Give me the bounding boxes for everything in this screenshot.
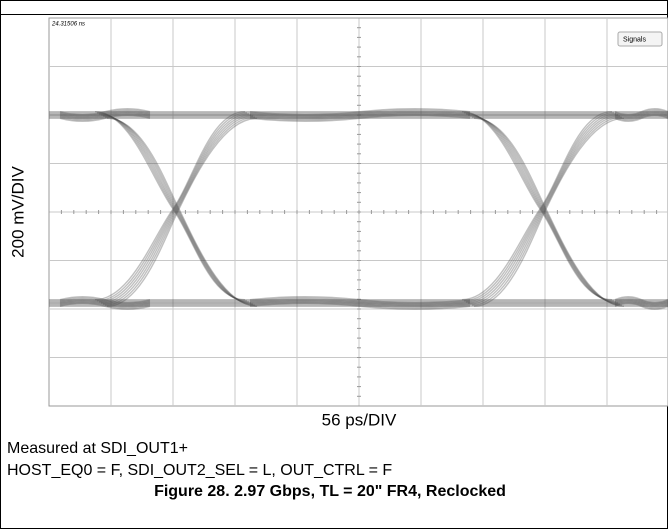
- caption: Figure 28. 2.97 Gbps, TL = 20" FR4, Recl…: [154, 483, 506, 500]
- x-axis-label: 56 ps/DIV: [322, 410, 397, 429]
- figure: 24.31506 ns Signals 200 mV/DIV 56 ps/DIV…: [0, 0, 668, 529]
- menu-button[interactable]: Signals: [618, 32, 662, 46]
- button-label[interactable]: Signals: [623, 36, 646, 43]
- plot-area: [49, 18, 668, 406]
- timestamp: 24.31506 ns: [51, 22, 85, 28]
- y-axis-label: 200 mV/DIV: [8, 166, 27, 258]
- note: Measured at SDI_OUT1+: [7, 440, 188, 457]
- note: HOST_EQ0 = F, SDI_OUT2_SEL = L, OUT_CTRL…: [7, 462, 392, 479]
